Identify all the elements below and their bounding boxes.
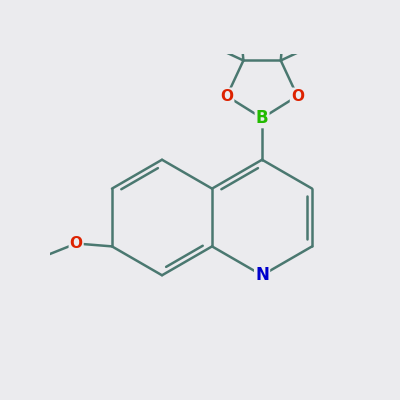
Text: B: B — [256, 109, 268, 127]
Text: O: O — [291, 88, 304, 104]
Text: O: O — [220, 88, 233, 104]
Text: O: O — [70, 236, 83, 251]
Text: N: N — [255, 266, 269, 284]
